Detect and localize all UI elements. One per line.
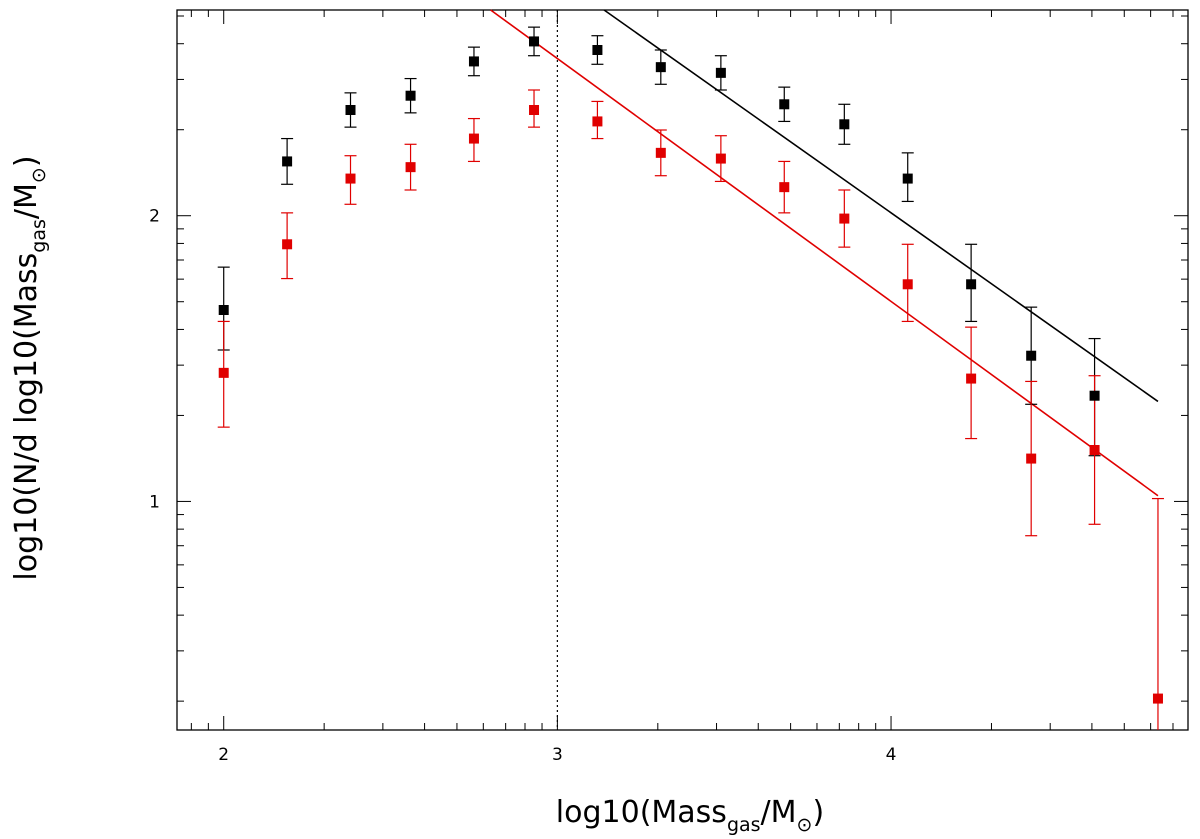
data-point (779, 99, 790, 110)
data-point (839, 119, 850, 130)
data-point (1026, 453, 1037, 464)
fit-line (490, 9, 1159, 497)
axis-ticks (177, 10, 1188, 730)
data-point (839, 213, 850, 224)
y-axis-title: log10(N/d log10(Massgas/M⊙) (9, 155, 50, 580)
data-point (966, 373, 977, 384)
error-bars (217, 26, 1164, 730)
data-point (592, 45, 603, 55)
data-point (592, 116, 603, 127)
solar-symbol-icon: ⊙ (797, 814, 813, 836)
data-point (966, 279, 977, 290)
axis-tick-labels: 2 3 4 1 2 (149, 207, 896, 765)
data-point (902, 279, 913, 290)
y-tick-label: 2 (149, 207, 160, 227)
data-point (1089, 445, 1100, 455)
x-tick-label: 2 (218, 745, 229, 765)
x-axis-title: log10(Massgas/M⊙) (556, 795, 824, 836)
data-point (1026, 350, 1037, 361)
data-point (715, 67, 726, 78)
y-tick-label: 1 (149, 492, 160, 512)
fit-lines (490, 9, 1159, 497)
data-point (218, 305, 229, 315)
x-tick-label: 3 (552, 745, 563, 765)
solar-symbol-icon: ⊙ (28, 167, 50, 183)
data-point (405, 162, 416, 173)
data-point (282, 156, 293, 167)
plot-border (176, 9, 1189, 731)
data-point (218, 367, 229, 378)
data-point (282, 239, 293, 250)
data-point (715, 153, 726, 164)
data-point (345, 173, 356, 184)
plot-frame (176, 9, 1189, 731)
data-point (779, 182, 790, 193)
data-point (468, 56, 479, 67)
data-markers (218, 36, 1163, 704)
data-point (529, 36, 540, 47)
data-point (655, 62, 666, 73)
data-point (902, 173, 913, 184)
data-point (655, 147, 666, 158)
data-point (468, 133, 479, 144)
data-point (345, 105, 356, 115)
data-point (529, 105, 540, 115)
data-point (405, 90, 416, 101)
x-tick-label: 4 (886, 745, 897, 765)
data-point (1152, 693, 1163, 704)
data-point (1089, 390, 1100, 401)
fit-line (603, 9, 1159, 403)
